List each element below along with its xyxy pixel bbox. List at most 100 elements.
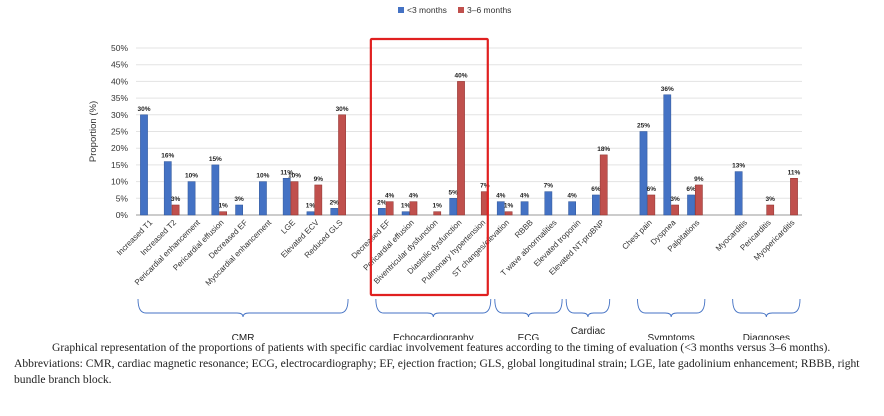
bar-m36 bbox=[504, 211, 513, 216]
figure-caption: Graphical representation of the proporti… bbox=[14, 340, 880, 388]
data-label-lt3: 2% bbox=[330, 199, 340, 206]
data-label-lt3: 10% bbox=[185, 173, 198, 180]
data-label-lt3: 25% bbox=[637, 123, 650, 130]
group-label: Diagnoses bbox=[743, 333, 790, 340]
bar-lt3 bbox=[496, 201, 505, 216]
data-label-lt3: 3% bbox=[234, 196, 244, 203]
highlight-box bbox=[369, 37, 489, 297]
data-label-m36: 3% bbox=[670, 196, 680, 203]
bar-m36 bbox=[647, 194, 656, 216]
data-label-lt3: 1% bbox=[306, 203, 316, 210]
bar-lt3 bbox=[378, 208, 386, 216]
data-label-lt3: 30% bbox=[137, 106, 150, 113]
bar-lt3 bbox=[330, 208, 339, 216]
bar-m36 bbox=[409, 201, 418, 216]
data-label-lt3: 10% bbox=[256, 173, 269, 180]
y-tick-label: 50% bbox=[111, 43, 128, 53]
data-label-lt3: 6% bbox=[686, 186, 696, 193]
y-tick-label: 5% bbox=[116, 193, 129, 203]
x-tick-label: RBBB bbox=[513, 218, 535, 240]
y-tick-label: 40% bbox=[111, 76, 128, 86]
legend-label-m36: 3–6 months bbox=[467, 5, 511, 15]
group-bracket bbox=[375, 298, 492, 318]
bar-lt3 bbox=[163, 161, 172, 216]
bar-lt3 bbox=[449, 198, 458, 216]
y-tick-label: 20% bbox=[111, 143, 128, 153]
bar-m36 bbox=[219, 211, 228, 216]
data-label-m36: 9% bbox=[314, 176, 324, 183]
bar-m36 bbox=[433, 211, 442, 216]
data-label-lt3: 6% bbox=[591, 186, 601, 193]
legend-swatch-lt3 bbox=[398, 7, 404, 13]
legend-swatch-m36 bbox=[458, 7, 464, 13]
bar-lt3 bbox=[568, 201, 576, 216]
y-tick-label: 35% bbox=[111, 93, 128, 103]
bar-lt3 bbox=[259, 181, 267, 216]
group-bracket bbox=[565, 298, 611, 318]
group-bracket bbox=[637, 298, 706, 318]
caption-line-2: Abbreviations: CMR, cardiac magnetic res… bbox=[14, 357, 860, 386]
data-label-m36: 10% bbox=[288, 173, 301, 180]
data-label-lt3: 7% bbox=[544, 183, 554, 190]
bar-lt3 bbox=[639, 131, 648, 216]
data-label-m36: 40% bbox=[454, 72, 467, 79]
data-label-lt3: 1% bbox=[401, 203, 411, 210]
bar-lt3 bbox=[187, 181, 196, 216]
data-label-lt3: 11% bbox=[280, 169, 293, 176]
bar-lt3 bbox=[401, 211, 410, 216]
data-label-m36: 4% bbox=[409, 193, 419, 200]
data-label-m36: 11% bbox=[788, 169, 801, 176]
data-label-m36: 6% bbox=[647, 186, 657, 193]
data-label-lt3: 4% bbox=[567, 193, 577, 200]
group-label: CMR bbox=[232, 333, 255, 340]
group-bracket bbox=[137, 298, 349, 318]
data-label-lt3: 15% bbox=[209, 156, 222, 163]
data-label-m36: 3% bbox=[766, 196, 776, 203]
x-tick-label: Chest pain bbox=[620, 218, 653, 251]
bar-m36 bbox=[290, 181, 299, 216]
bar-m36 bbox=[599, 154, 608, 216]
group-label: ECG bbox=[518, 333, 540, 340]
group-label: Echocardiography bbox=[393, 333, 474, 340]
data-label-m36: 4% bbox=[385, 193, 395, 200]
data-label-m36: 1% bbox=[218, 203, 228, 210]
y-tick-label: 30% bbox=[111, 110, 128, 120]
data-label-lt3: 4% bbox=[496, 193, 506, 200]
y-tick-label: 25% bbox=[111, 127, 128, 137]
bar-lt3 bbox=[306, 211, 315, 216]
bar-m36 bbox=[171, 204, 180, 216]
data-label-lt3: 36% bbox=[661, 86, 674, 93]
data-label-m36: 7% bbox=[480, 183, 490, 190]
group-bracket bbox=[494, 298, 563, 318]
bar-lt3 bbox=[520, 201, 529, 216]
bar-chart: 0% 5% 10% 15% 20% 25% 30% 35% 40% 45% 50% Proportio… bbox=[88, 5, 802, 340]
bar-m36 bbox=[766, 204, 775, 216]
group-label: Cardiac bbox=[571, 326, 605, 337]
bar-lt3 bbox=[663, 94, 672, 216]
y-axis-label: Proportion (%) bbox=[88, 101, 99, 162]
bar-lt3 bbox=[140, 114, 148, 216]
bar-m36 bbox=[314, 184, 323, 216]
data-label-lt3: 5% bbox=[449, 189, 459, 196]
bar-m36 bbox=[338, 114, 346, 216]
x-tick-label: LGE bbox=[279, 218, 297, 236]
data-label-lt3: 2% bbox=[377, 199, 387, 206]
legend-label-lt3: <3 months bbox=[407, 5, 447, 15]
data-label-m36: 30% bbox=[336, 106, 349, 113]
bar-lt3 bbox=[235, 204, 243, 216]
data-label-m36: 9% bbox=[694, 176, 704, 183]
y-tick-label: 45% bbox=[111, 60, 128, 70]
y-tick-label: 15% bbox=[111, 160, 128, 170]
bar-m36 bbox=[385, 201, 394, 216]
bar-lt3 bbox=[544, 191, 553, 216]
group-label: Symptoms bbox=[648, 333, 695, 340]
bar-m36 bbox=[671, 204, 679, 216]
data-label-m36: 3% bbox=[171, 196, 181, 203]
bar-lt3 bbox=[282, 178, 291, 216]
bar-m36 bbox=[790, 178, 798, 216]
data-label-m36: 1% bbox=[433, 203, 443, 210]
bar-lt3 bbox=[734, 171, 743, 216]
y-tick-label: 0% bbox=[116, 210, 129, 220]
bar-m36 bbox=[457, 81, 465, 216]
data-label-m36: 1% bbox=[504, 203, 514, 210]
